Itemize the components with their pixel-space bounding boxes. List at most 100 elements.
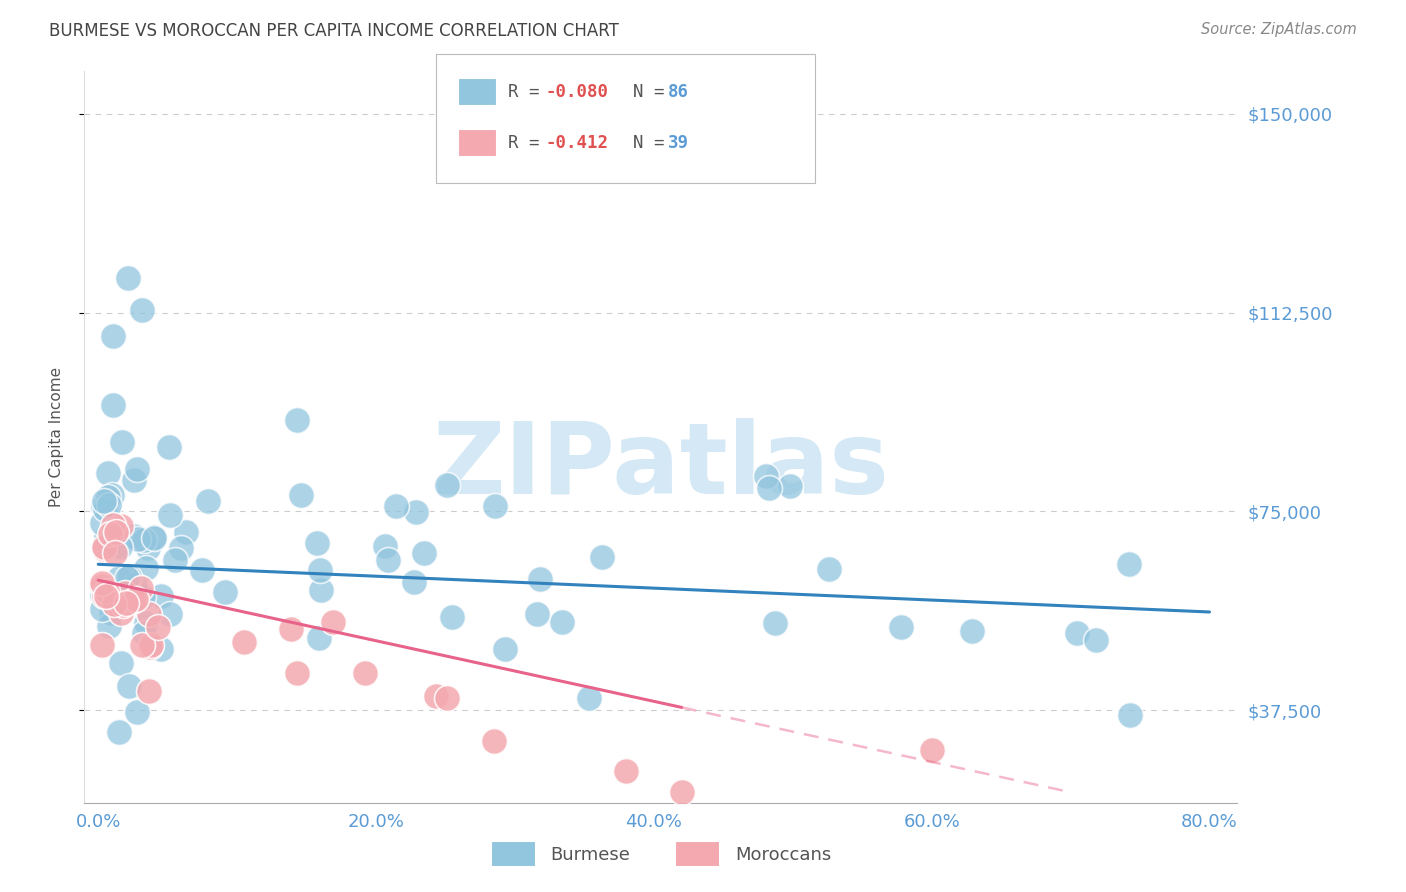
Point <box>551 615 574 629</box>
Point <box>131 639 153 653</box>
Point <box>135 616 157 631</box>
Point <box>960 624 983 639</box>
Point <box>163 553 186 567</box>
Text: N =: N = <box>633 83 675 101</box>
Point <box>100 529 122 543</box>
Point <box>309 582 332 597</box>
Point <box>322 615 344 630</box>
Point <box>354 665 377 680</box>
Point <box>1066 626 1088 640</box>
Point <box>763 615 786 630</box>
Legend: Burmese, Moroccans: Burmese, Moroccans <box>484 834 838 874</box>
Point <box>191 563 214 577</box>
Point <box>134 626 156 640</box>
Point <box>91 602 114 616</box>
Point <box>103 518 125 533</box>
Point <box>107 725 129 739</box>
Point <box>142 531 165 545</box>
Point <box>91 588 114 602</box>
Point <box>97 490 120 504</box>
Text: Source: ZipAtlas.com: Source: ZipAtlas.com <box>1201 22 1357 37</box>
Point <box>110 519 132 533</box>
Point <box>150 589 173 603</box>
Point <box>169 541 191 556</box>
Point <box>122 529 145 543</box>
Point <box>93 493 115 508</box>
Point <box>159 607 181 621</box>
Point <box>124 474 146 488</box>
Point <box>817 562 839 576</box>
Point <box>103 597 125 611</box>
Point <box>671 785 693 799</box>
Point <box>110 657 132 671</box>
Point <box>103 329 125 343</box>
Point <box>129 582 152 596</box>
Point <box>591 550 613 565</box>
Point <box>779 479 801 493</box>
Point <box>108 540 131 554</box>
Point <box>614 764 637 778</box>
Point <box>148 619 170 633</box>
Point <box>115 596 138 610</box>
Text: R =: R = <box>508 83 550 101</box>
Point <box>755 468 778 483</box>
Text: 39: 39 <box>668 134 689 152</box>
Point <box>112 598 135 612</box>
Point <box>232 635 254 649</box>
Point <box>138 607 160 621</box>
Point <box>578 691 600 706</box>
Text: BURMESE VS MOROCCAN PER CAPITA INCOME CORRELATION CHART: BURMESE VS MOROCCAN PER CAPITA INCOME CO… <box>49 22 619 40</box>
Point <box>91 516 114 530</box>
Point <box>91 576 114 591</box>
Point <box>117 679 139 693</box>
Point <box>107 571 129 585</box>
Point <box>134 533 156 547</box>
Point <box>114 586 136 600</box>
Point <box>105 525 128 540</box>
Point <box>101 488 124 502</box>
Text: -0.412: -0.412 <box>546 134 609 152</box>
Point <box>96 588 118 602</box>
Point <box>494 642 516 657</box>
Point <box>97 498 120 512</box>
Text: -0.080: -0.080 <box>546 83 609 101</box>
Point <box>1085 633 1108 648</box>
Point <box>132 590 155 604</box>
Point <box>91 500 114 515</box>
Point <box>150 642 173 657</box>
Point <box>385 499 408 513</box>
Point <box>285 665 308 680</box>
Point <box>111 435 134 450</box>
Point <box>402 575 425 590</box>
Point <box>425 689 447 703</box>
Point <box>214 585 236 599</box>
Point <box>280 622 302 636</box>
Point <box>118 570 141 584</box>
Point <box>91 579 114 593</box>
Point <box>142 531 165 545</box>
Point <box>93 541 115 556</box>
Point <box>117 271 139 285</box>
Point <box>377 553 399 567</box>
Point <box>127 705 149 719</box>
Text: R =: R = <box>508 134 550 152</box>
Point <box>309 563 332 577</box>
Point <box>174 524 197 539</box>
Point <box>96 589 118 603</box>
Point <box>97 619 120 633</box>
Point <box>921 743 943 757</box>
Point <box>110 606 132 620</box>
Point <box>91 638 114 652</box>
Point <box>159 508 181 522</box>
Point <box>436 690 458 705</box>
Point <box>124 593 146 607</box>
Point <box>131 302 153 317</box>
Point <box>305 535 328 549</box>
Text: N =: N = <box>633 134 675 152</box>
Point <box>290 488 312 502</box>
Point <box>141 638 163 652</box>
Text: ZIPatlas: ZIPatlas <box>433 417 889 515</box>
Point <box>104 546 127 560</box>
Point <box>287 412 309 426</box>
Point <box>138 640 160 655</box>
